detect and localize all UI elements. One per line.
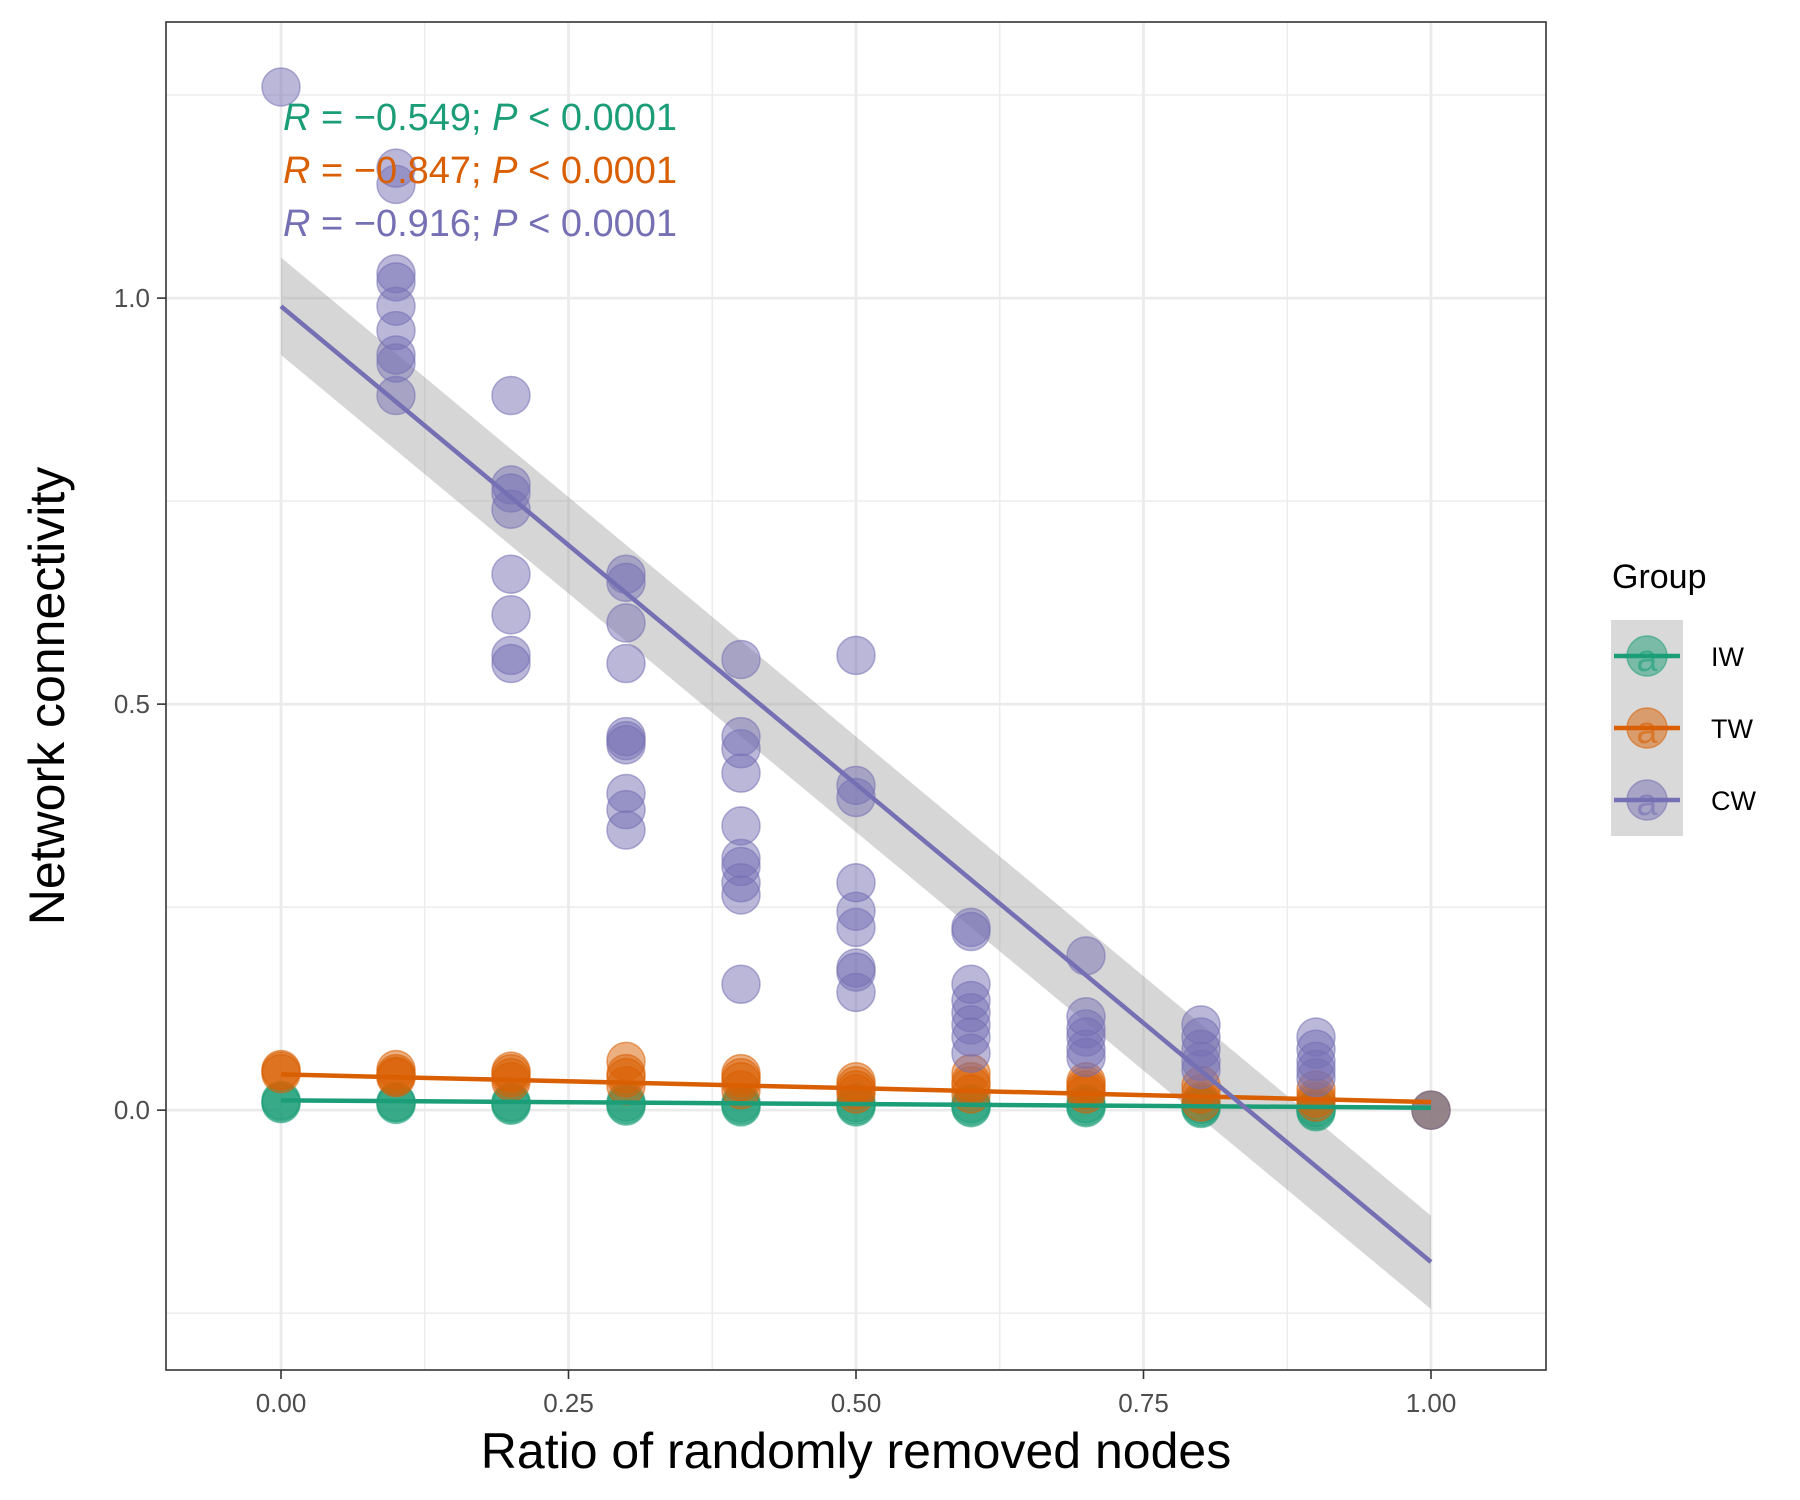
point-cw xyxy=(261,67,301,107)
point-cw xyxy=(491,489,531,529)
y-axis: 0.0 0.5 1.0 xyxy=(114,283,166,1125)
point-tw xyxy=(836,1074,876,1114)
point-cw xyxy=(836,635,876,676)
point-cw xyxy=(1066,936,1106,976)
legend-label-cw: CW xyxy=(1711,786,1756,816)
legend-item-iw: a IW xyxy=(1611,620,1745,692)
stat-text-tw: R = −0.847; P < 0.0001 xyxy=(283,150,677,192)
legend-item-cw: a CW xyxy=(1611,764,1756,836)
point-tw xyxy=(261,1049,301,1090)
point-cw xyxy=(1066,1037,1106,1078)
x-axis-title: Ratio of randomly removed nodes xyxy=(481,1423,1231,1479)
point-cw xyxy=(836,907,876,948)
fit-lines xyxy=(279,304,1433,1264)
plot-panel: R = −0.549; P < 0.0001 R = −0.847; P < 0.… xyxy=(165,21,1547,1371)
point-cw xyxy=(951,1033,991,1074)
legend-key-glyph: a xyxy=(1636,638,1658,680)
legend-key-glyph: a xyxy=(1636,782,1658,824)
fit-line-cw xyxy=(279,304,1433,1264)
point-cw xyxy=(491,643,531,684)
point-cw xyxy=(491,554,531,594)
y-tick-label: 0.0 xyxy=(114,1095,150,1125)
point-cw xyxy=(376,164,416,205)
x-tick-label: 0.75 xyxy=(1118,1388,1169,1418)
x-tick-label: 1.00 xyxy=(1406,1388,1457,1418)
legend-label-tw: TW xyxy=(1711,714,1753,744)
legend-keys: a IW a TW a CW xyxy=(1611,620,1756,836)
point-cw xyxy=(606,810,646,850)
legend: Group a IW a TW a CW xyxy=(1611,558,1756,836)
fit-line-tw xyxy=(280,1072,1432,1105)
legend-key-glyph: a xyxy=(1636,710,1658,752)
point-cw xyxy=(1296,1057,1336,1098)
point-cw xyxy=(606,603,646,643)
point-cw xyxy=(721,875,761,915)
point-cw xyxy=(606,643,646,684)
point-cw xyxy=(491,595,531,635)
x-tick-label: 0.50 xyxy=(831,1388,882,1418)
point-cw xyxy=(606,562,646,603)
point-tw xyxy=(721,1070,761,1110)
legend-title: Group xyxy=(1612,558,1707,596)
data-points xyxy=(261,67,1451,1132)
point-cw xyxy=(491,375,531,416)
point-cw xyxy=(606,724,646,765)
correlation-annotations: R = −0.549; P < 0.0001 R = −0.847; P < 0.… xyxy=(283,97,677,245)
x-tick-label: 0.25 xyxy=(543,1388,594,1418)
point-cw xyxy=(721,639,761,680)
y-axis-title: Network connectivity xyxy=(19,467,75,926)
y-tick-label: 0.5 xyxy=(114,689,150,719)
point-tw xyxy=(951,1074,991,1114)
legend-item-tw: a TW xyxy=(1611,692,1753,764)
point-cw xyxy=(951,911,991,952)
stat-text-cw: R = −0.916; P < 0.0001 xyxy=(283,203,677,245)
point-cw xyxy=(721,964,761,1005)
stat-text-iw: R = −0.549; P < 0.0001 xyxy=(283,97,677,139)
x-axis: 0.00 0.25 0.50 0.75 1.00 xyxy=(256,1370,1457,1418)
x-tick-label: 0.00 xyxy=(256,1388,307,1418)
point-cw xyxy=(721,753,761,793)
fit-line-iw xyxy=(280,1098,1432,1110)
y-tick-label: 1.0 xyxy=(114,283,150,313)
point-cw xyxy=(836,972,876,1013)
point-cw xyxy=(1411,1090,1451,1130)
legend-label-iw: IW xyxy=(1711,642,1745,672)
point-tw xyxy=(606,1066,646,1106)
point-cw xyxy=(376,375,416,416)
